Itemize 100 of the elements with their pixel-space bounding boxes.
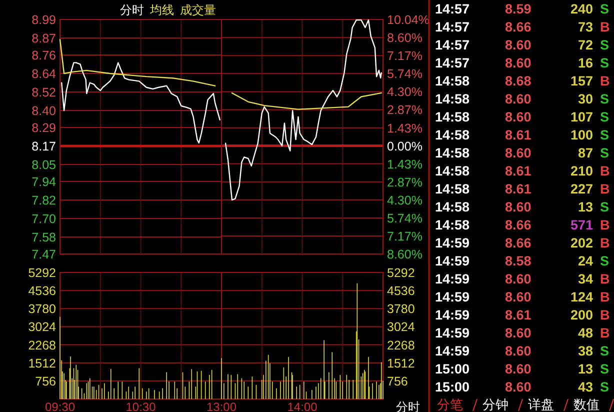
y-tick-label: 10.04% [387,13,430,27]
text: S [600,91,610,106]
text: 8.60 [505,91,532,106]
y-tick-label: 8.17 [32,140,56,154]
y-tick-label: 2268 [387,338,415,352]
text: 8.61 [505,182,532,196]
y-tick-label: 8.60% [387,248,422,262]
text: 157 [570,73,593,88]
text: 成交量 [180,3,216,17]
y-tick-label: 7.94 [32,174,56,189]
text: 8.60 [505,290,532,305]
chart-title: 分时 [120,3,144,17]
text: B [600,73,610,88]
y-tick-label: 7.17% [387,49,422,64]
text: 8.60 [505,55,532,70]
text: S [600,1,610,16]
y-tick-label: 756 [35,374,56,388]
text: 8.60 [505,37,532,52]
y-tick-label: 756 [387,374,408,388]
text: S [600,37,610,52]
text: S [600,55,610,70]
text: 详盘 [528,397,554,412]
y-tick-label: 5292 [28,266,56,280]
text: 分钟 [482,397,508,412]
x-tick-label: 09:30 [44,400,76,412]
text: 124 [570,290,594,305]
text: 8.66 [505,236,532,251]
x-tick-label: 13:00 [206,400,237,412]
text: S [600,127,610,142]
text: 210 [570,163,593,178]
text: 14:58 [435,182,470,196]
text: 8.60 [505,380,532,395]
text: 14:58 [435,109,470,124]
text: 8.60 [505,272,532,287]
text: 14:58 [435,73,470,88]
line-series [224,19,382,200]
text: 16 [578,55,594,70]
y-tick-label: 8.29 [32,120,56,135]
y-tick-label: 3024 [28,320,56,334]
text: 15:00 [435,380,470,395]
text: 73 [578,19,594,34]
y-tick-label: 1512 [28,356,56,370]
y-tick-label: 7.82 [32,194,56,208]
y-tick-label: 5.74% [387,67,422,82]
text: 14:58 [435,200,470,215]
text: 15:00 [435,362,470,377]
text: 14:57 [435,19,470,34]
text: S [600,200,610,215]
text: 571 [570,218,594,233]
text: 24 [578,254,594,269]
text: 14:59 [435,308,470,323]
y-tick-label: 8.52 [32,86,56,100]
text: 分笔 [437,397,463,412]
y-tick-label: 7.70 [32,212,56,226]
y-tick-label: 2.87% [387,175,422,190]
y-tick-label: 8.76 [32,48,56,62]
text: 均线 [149,3,174,17]
text: B [600,308,610,323]
text: 14:59 [435,326,470,341]
y-tick-label: 4.30% [387,193,422,208]
text: B [600,19,610,34]
y-tick-label: 8.60% [387,31,422,46]
text: 8.61 [505,127,532,142]
y-tick-label: 8.99 [32,13,56,27]
y-tick-label: 2268 [28,338,56,352]
text: 107 [570,109,593,124]
line-series [59,38,216,86]
y-tick-label: 8.05 [32,158,56,172]
text: 43 [578,380,594,395]
text: 8.66 [505,218,532,233]
text: 14:59 [435,236,470,251]
text: 8.60 [505,362,532,377]
text: 14:57 [435,55,470,70]
y-tick-label: 8.87 [32,32,56,46]
text: 14:59 [435,290,470,305]
text: S [600,109,610,124]
line-series [231,92,382,110]
text: S [600,362,610,377]
y-tick-label: 8.40 [32,104,56,118]
text: 8.60 [505,200,532,215]
text: B [600,182,610,196]
text: S [600,145,610,160]
y-tick-label: 0.00% [387,139,422,154]
text: 14:58 [435,127,470,142]
text: 14:59 [435,344,470,359]
text: 8.61 [505,308,532,323]
text: 14:57 [435,1,470,16]
text: 14:58 [435,145,470,160]
y-tick-label: 3780 [28,302,56,316]
x-tick-label: 10:30 [126,400,156,412]
text: 14:57 [435,37,470,52]
text: 48 [578,326,594,341]
text: 13 [578,362,594,377]
text: 8.61 [505,163,532,178]
text: 30 [578,91,593,106]
y-tick-label: 7.17% [387,230,422,244]
text: 200 [570,308,593,323]
text: B [600,218,610,233]
text: 202 [570,236,593,251]
text: 8.60 [505,109,532,124]
